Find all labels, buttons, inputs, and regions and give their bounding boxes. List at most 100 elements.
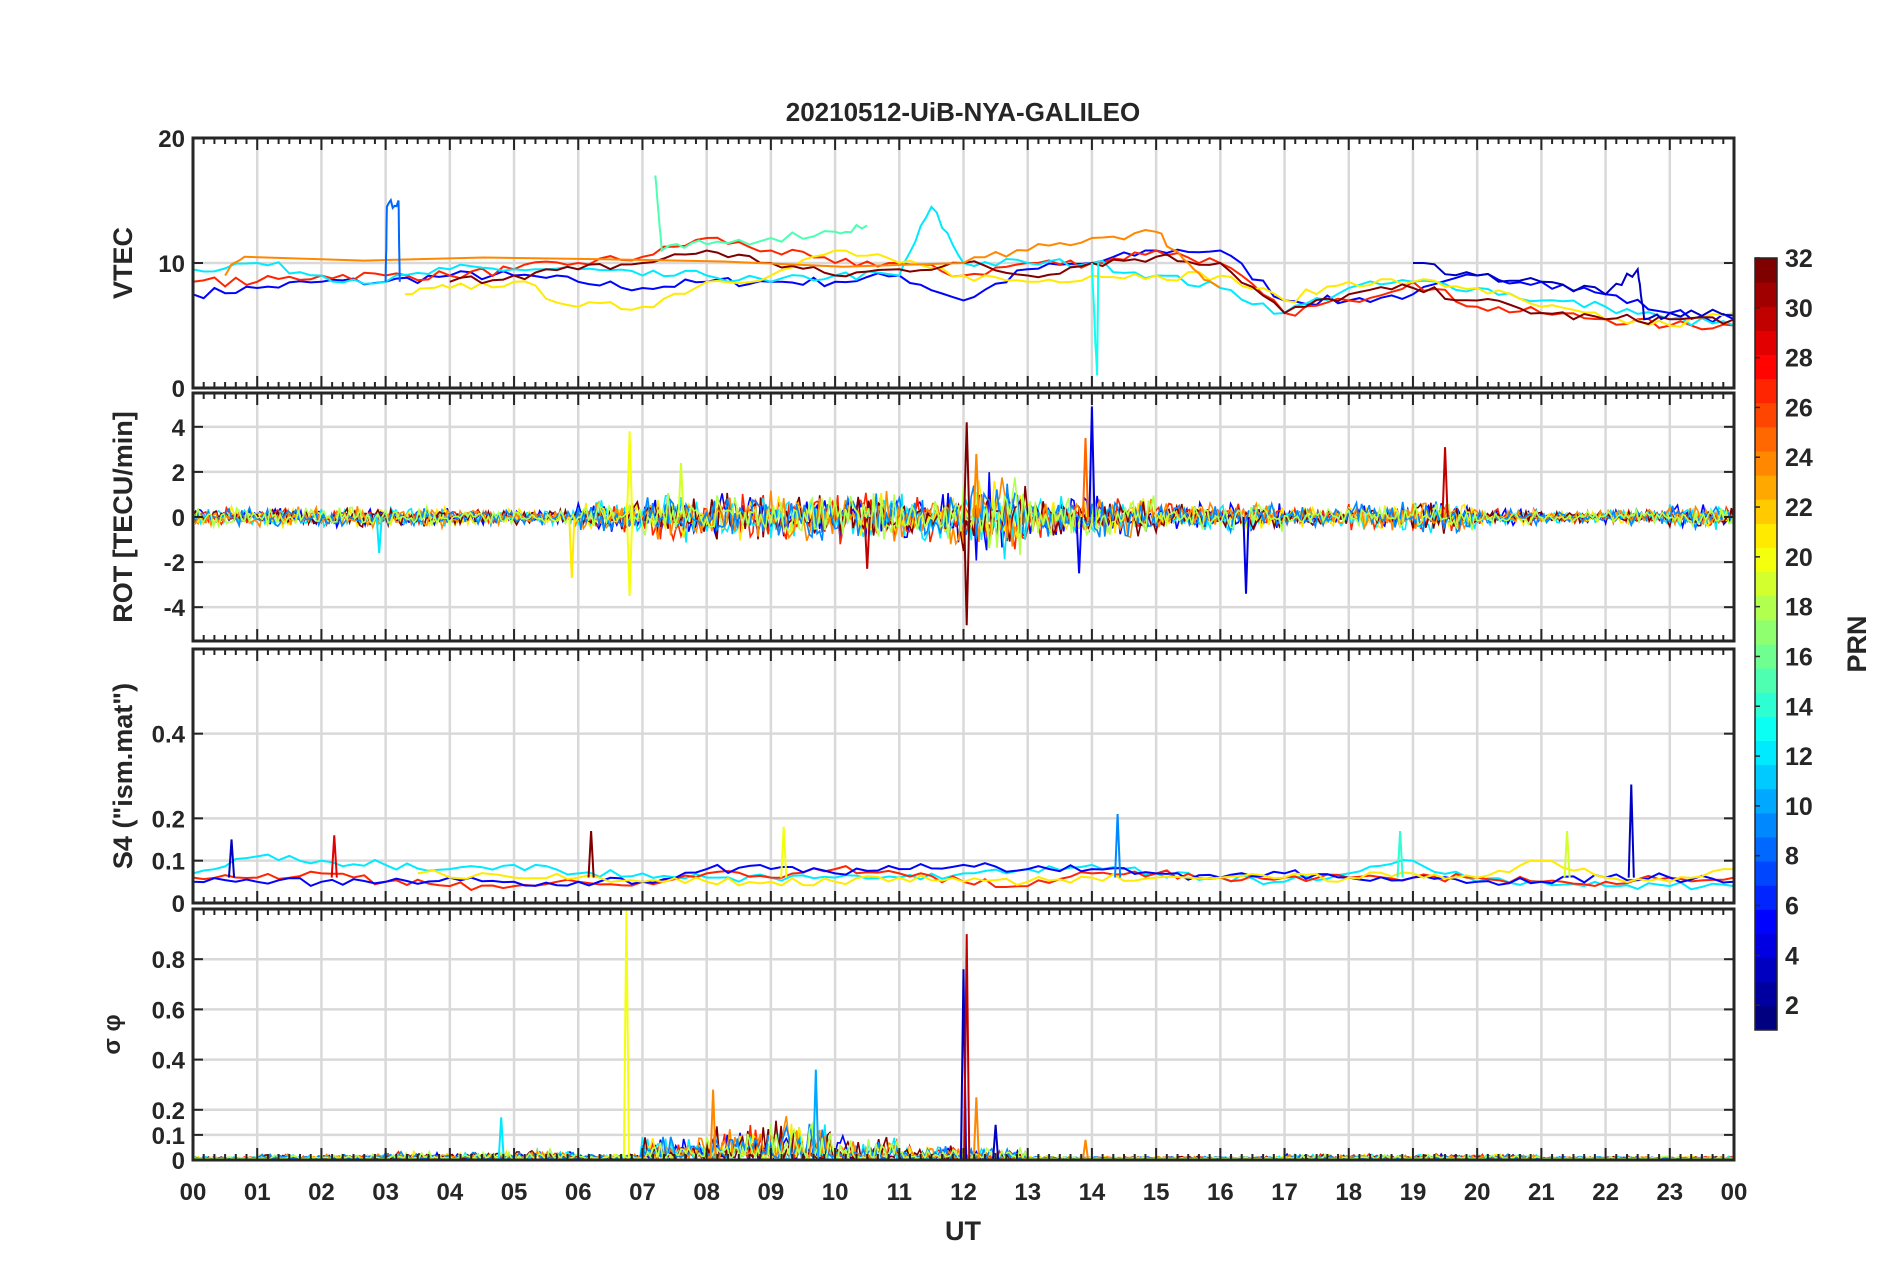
panel-sigma: 00.10.2 0.4 0.6 0.8 σ φ 00 01 02 03 04 05 06 07 08 09 1… [99,907,1748,1206]
colorbar-swatch [1755,354,1777,380]
colorbar-tick-label: 32 [1785,245,1813,273]
x-tick-label: 00 [1721,1179,1748,1206]
colorbar-swatch [1755,644,1777,669]
series-prn-8 [384,197,401,282]
colorbar-tick-label: 26 [1785,394,1813,422]
y-tick-label: 0 [172,1148,185,1175]
series-prn-3 [1413,262,1734,321]
x-tick-label: 03 [372,1179,399,1206]
spike-prn-30 [863,516,871,569]
colorbar-swatch [1755,378,1777,404]
x-tick-label: 22 [1592,1179,1619,1206]
spike-prn-3 [227,839,236,878]
x-tick-label: 11 [887,1179,912,1206]
data-layer [193,175,1734,376]
colorbar-swatch [1755,258,1777,283]
spike-prn-3 [992,1124,1000,1160]
colorbar-label: PRN [1842,615,1872,672]
spike-prn-21 [568,516,576,578]
colorbar-tick-label: 14 [1785,693,1813,721]
colorbar-tick-label: 10 [1785,793,1813,821]
y-tick-label: 0.8 [152,947,185,974]
x-tick-label: 23 [1656,1179,1683,1206]
x-tick-label: 05 [501,1179,528,1206]
colorbar-swatch [1755,402,1777,428]
colorbar-tick-label: 6 [1785,892,1799,920]
colorbar-swatch [1755,740,1777,766]
colorbar-swatch [1755,981,1777,1007]
y-tick-label: 10 [158,251,185,278]
colorbar-swatch [1755,812,1777,838]
spike-prn-4 [1088,406,1096,518]
colorbar-tick-label: 30 [1785,295,1813,323]
colorbar-swatch [1755,861,1777,886]
series-prn-24 [224,228,1221,289]
data-layer [193,406,1734,626]
spike-prn-3 [1627,784,1635,878]
colorbar-tick-label: 4 [1785,942,1799,970]
colorbar-swatch [1755,426,1777,452]
x-tick-label: 14 [1079,1179,1106,1206]
colorbar-tick-label: 12 [1785,743,1813,771]
spike-prn-32 [587,830,595,878]
x-tick-label: 19 [1400,1179,1427,1206]
colorbar-swatch [1755,330,1777,355]
spike-prn-32 [963,422,971,518]
colorbar-swatch [1755,451,1777,476]
colorbar-swatch [1755,933,1777,959]
colorbar-tick-label: 22 [1785,494,1813,522]
spike-prn-12 [375,516,383,554]
x-tick-label: 20 [1464,1179,1491,1206]
colorbar-swatch [1755,306,1777,331]
colorbar-swatch [1755,716,1777,741]
series-prn-15 [654,175,868,253]
series-prn-18 [193,477,1734,556]
colorbar-swatch [1755,885,1777,910]
colorbar-swatch [1755,692,1777,717]
spike-prn-19 [1563,830,1571,878]
x-tick-label: 07 [629,1179,656,1206]
colorbar-frame [1754,257,1778,1031]
y-axis-label: S4 ("ism.mat") [108,683,138,869]
spike-prn-4 [1242,516,1250,594]
colorbar-swatch [1755,282,1777,307]
y-axis-label: σ φ [99,1014,126,1054]
spike-prn-14 [1396,830,1404,878]
colorbar-swatch [1755,571,1777,597]
series-prn-13 [1090,262,1100,376]
spike-prn-5 [1075,516,1083,574]
spike-prn-20 [780,826,788,878]
panel-vtec: 0 10 20 VTEC [108,126,1736,403]
x-tick-label: 08 [693,1179,720,1206]
y-tick-label: 0 [172,891,185,918]
colorbar-tick-label: 20 [1785,544,1813,572]
y-tick-label: 0.1 [152,849,185,876]
colorbar-tick-label: 28 [1785,345,1813,373]
spike-prn-25 [1081,438,1090,518]
series-prn-24 [193,477,1734,547]
colorbar-tick-label: 16 [1785,643,1813,671]
colorbar-tick-label: 2 [1785,992,1799,1020]
y-tick-label: 0.2 [152,1098,185,1125]
spike-prn-30 [1441,447,1449,518]
panel-rot: -4 -2 0 2 4 ROT [TECU/min] [108,391,1736,643]
x-tick-label: 01 [244,1179,271,1206]
colorbar-swatch [1755,837,1777,862]
colorbar-swatch [1755,499,1777,524]
x-tick-label: 06 [565,1179,592,1206]
y-axis-label: VTEC [108,227,138,299]
x-tick-label: 15 [1143,1179,1170,1206]
spike-prn-10 [812,1069,820,1160]
y-tick-label: 0.4 [152,722,186,749]
x-tick-label: 04 [436,1179,463,1206]
spike-prn-12 [497,1117,505,1160]
colorbar-tick-label: 8 [1785,843,1799,871]
y-tick-label: 2 [172,460,185,487]
x-tick-label: 18 [1335,1179,1362,1206]
spike-prn-30 [963,934,971,1160]
spike-prn-29 [330,835,338,878]
chart-title: 20210512-UiB-NYA-GALILEO [786,97,1141,127]
x-tick-label: 21 [1528,1179,1555,1206]
y-tick-label: 0.4 [152,1048,186,1075]
